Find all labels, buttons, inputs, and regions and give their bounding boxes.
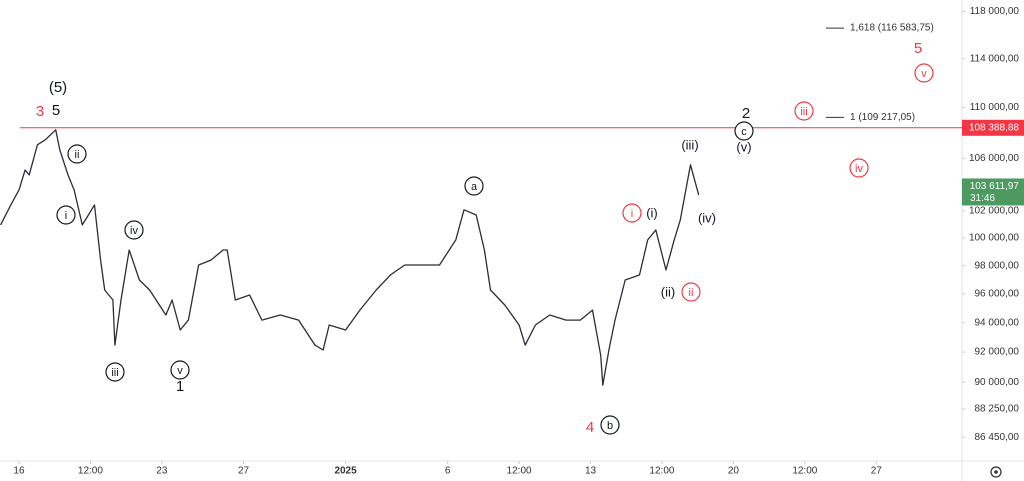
y-tick-label: 110 000,00 <box>970 102 1020 113</box>
fib-label: 1 (109 217,05) <box>850 112 915 123</box>
wave-label: v <box>177 365 183 377</box>
y-tick-label: 114 000,00 <box>970 53 1020 64</box>
x-tick-label: 12:00 <box>78 466 103 477</box>
wave-circle <box>464 176 484 196</box>
wave-label: a <box>471 181 478 193</box>
wave-label: (i) <box>646 205 658 220</box>
wave-label: i <box>65 210 67 222</box>
wave-label: 3 <box>36 103 44 120</box>
wave-circle <box>794 101 814 121</box>
y-tick-label: 94 000,00 <box>975 317 1020 328</box>
wave-label: (ii) <box>661 284 675 299</box>
last-price-label: 103 611,97 <box>970 181 1020 192</box>
wave-circle <box>600 415 620 435</box>
wave-label: c <box>741 126 747 138</box>
wave-circle <box>105 362 125 382</box>
wave-label: 1 <box>176 378 184 395</box>
x-tick-label: 12:00 <box>649 466 674 477</box>
y-tick-label: 100 000,00 <box>969 233 1019 244</box>
wave-label: (v) <box>736 139 751 154</box>
wave-label: iii <box>800 106 807 118</box>
wave-label: (iv) <box>698 210 716 225</box>
wave-circle <box>681 282 701 302</box>
x-tick-label: 23 <box>156 466 168 477</box>
y-tick-label: 96 000,00 <box>975 289 1020 300</box>
y-tick-label: 102 000,00 <box>969 206 1019 217</box>
wave-label: ii <box>75 149 80 161</box>
settings-icon[interactable] <box>990 466 1002 478</box>
x-tick-label: 20 <box>728 466 740 477</box>
wave-label: 2 <box>742 105 750 122</box>
wave-label: v <box>921 68 927 80</box>
wave-circle <box>849 158 869 178</box>
y-tick-label: 118 000,00 <box>970 6 1020 17</box>
wave-circle <box>734 121 754 141</box>
x-tick-label: 16 <box>13 466 25 477</box>
x-tick-label: 27 <box>238 466 250 477</box>
y-tick-label: 88 250,00 <box>975 404 1020 415</box>
wave-circle <box>56 205 76 225</box>
y-tick-label: 98 000,00 <box>975 260 1020 271</box>
wave-label: 4 <box>586 419 594 436</box>
fib-label: 1,618 (116 583,75) <box>850 23 934 34</box>
wave-label: (5) <box>49 79 67 96</box>
wave-circle <box>170 360 190 380</box>
x-tick-label: 6 <box>445 466 451 477</box>
x-tick-label: 13 <box>585 466 597 477</box>
wave-circle <box>124 220 144 240</box>
wave-label: i <box>631 208 633 220</box>
last-price-tag <box>962 178 1024 206</box>
wave-label: b <box>607 420 613 432</box>
wave-circle <box>622 203 642 223</box>
wave-label: iv <box>130 225 138 237</box>
x-tick-label: 12:00 <box>507 466 532 477</box>
price-line-label: 108 388,88 <box>969 122 1019 133</box>
x-tick-label: 2025 <box>334 466 357 477</box>
price-line-tag <box>962 119 1024 136</box>
wave-label: (iii) <box>681 137 698 152</box>
countdown-label: 31:46 <box>970 193 995 204</box>
x-tick-label: 12:00 <box>792 466 817 477</box>
y-tick-label: 90 000,00 <box>975 377 1020 388</box>
y-tick-label: 106 000,00 <box>969 153 1019 164</box>
wave-circle <box>914 63 934 83</box>
x-tick-label: 27 <box>871 466 883 477</box>
wave-label: 5 <box>52 102 60 119</box>
wave-label: iv <box>855 163 863 175</box>
y-tick-label: 92 000,00 <box>975 347 1020 358</box>
wave-label: 5 <box>914 40 922 57</box>
price-line-series <box>0 129 700 386</box>
wave-label: iii <box>111 367 118 379</box>
wave-label: ii <box>689 287 694 299</box>
wave-circle <box>67 144 87 164</box>
y-tick-label: 86 450,00 <box>975 432 1020 443</box>
